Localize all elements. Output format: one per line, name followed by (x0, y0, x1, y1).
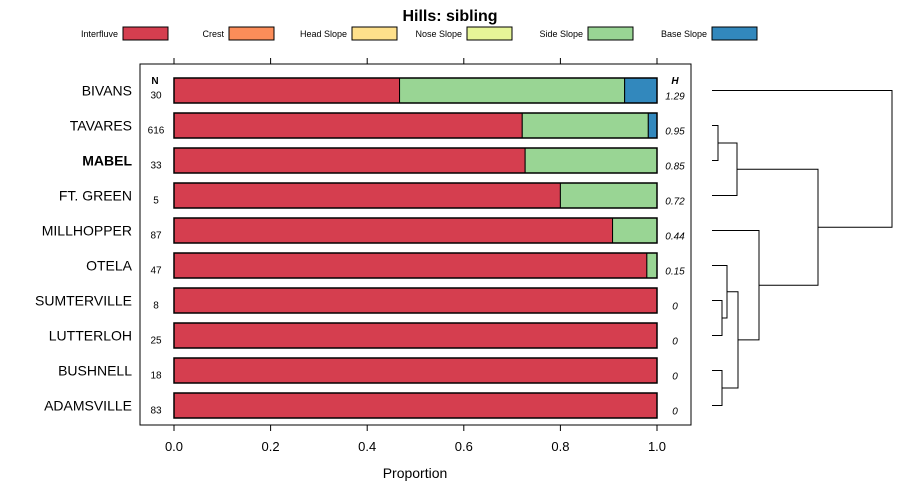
bar-segment-otela-interfluve (173, 252, 648, 279)
legend-label-side-slope: Side Slope (539, 29, 583, 39)
category-label-tavares: TAVARES (70, 118, 132, 134)
legend-swatch-nose-slope (466, 26, 513, 41)
dendrogram-branch-m3 (712, 300, 723, 336)
legend-swatch-head-slope (351, 26, 398, 41)
bar-segment-bivans-base-slope (624, 77, 658, 104)
legend-label-crest: Crest (202, 29, 224, 39)
bar-segment-adamsville-interfluve (173, 392, 658, 419)
dendrogram (712, 90, 893, 406)
dendrogram-branch-m6 (722, 291, 739, 389)
bars (173, 77, 658, 419)
x-tick-label-3: 0.6 (455, 439, 473, 454)
bar-segment-ft-green-side-slope (559, 182, 658, 209)
bar-outline-sumterville (173, 287, 658, 314)
h-value-mabel: 0.85 (665, 162, 685, 173)
x-tick-label-5: 1.0 (648, 439, 666, 454)
n-value-ft-green: 5 (153, 196, 159, 207)
category-label-sumterville: SUMTERVILLE (35, 293, 132, 309)
bar-segment-otela-side-slope (646, 252, 658, 279)
legend-label-head-slope: Head Slope (300, 29, 347, 39)
h-value-lutterloh: 0 (672, 337, 678, 348)
h-value-tavares: 0.95 (665, 127, 685, 138)
legend: Interfluve Crest Head Slope Nose Slope Side … (81, 26, 758, 41)
bar-outline-adamsville (173, 392, 658, 419)
dendrogram-branch-m4 (712, 265, 728, 319)
category-label-bivans: BIVANS (82, 83, 132, 99)
x-tick-label-1: 0.2 (262, 439, 280, 454)
x-tick-label-4: 0.8 (551, 439, 569, 454)
legend-label-nose-slope: Nose Slope (415, 29, 462, 39)
h-value-otela: 0.15 (665, 267, 685, 278)
n-value-adamsville: 83 (150, 406, 162, 417)
h-value-bushnell: 0 (672, 372, 678, 383)
dendrogram-branch-m2 (712, 142, 738, 196)
bar-segment-bivans-interfluve (173, 77, 401, 104)
bar-outline-ft-green (173, 182, 658, 209)
n-value-millhopper: 87 (150, 231, 162, 242)
bar-outline-mabel (173, 147, 658, 174)
bar-segment-sumterville-interfluve (173, 287, 658, 314)
h-value-sumterville: 0 (672, 302, 678, 313)
n-value-bushnell: 18 (150, 371, 162, 382)
category-label-ft-green: FT. GREEN (59, 188, 132, 204)
bar-segment-tavares-side-slope (521, 112, 649, 139)
n-column-header: N (151, 76, 158, 87)
x-axis: 0.0 0.2 0.4 0.6 0.8 1.0 (165, 58, 666, 454)
bar-segment-ft-green-interfluve (173, 182, 561, 209)
h-value-bivans: 1.29 (665, 92, 685, 103)
legend-label-base-slope: Base Slope (661, 29, 707, 39)
h-value-ft-green: 0.72 (665, 197, 685, 208)
n-value-sumterville: 8 (153, 301, 159, 312)
category-label-bushnell: BUSHNELL (58, 363, 132, 379)
bar-outline-tavares (173, 112, 658, 139)
bar-outline-bivans (173, 77, 658, 104)
bar-segment-lutterloh-interfluve (173, 322, 658, 349)
row-labels: BIVANS 30 1.29 TAVARES 616 0.95 MABEL 33 0.85 FT.… (35, 83, 685, 418)
n-value-mabel: 33 (150, 161, 162, 172)
legend-label-interfluve: Interfluve (81, 29, 118, 39)
bar-segment-bushnell-interfluve (173, 357, 658, 384)
bar-segment-mabel-side-slope (524, 147, 658, 174)
h-value-millhopper: 0.44 (665, 232, 685, 243)
x-tick-label-0: 0.0 (165, 439, 183, 454)
bar-segment-bivans-side-slope (399, 77, 626, 104)
n-value-lutterloh: 25 (150, 336, 162, 347)
bar-segment-millhopper-interfluve (173, 217, 614, 244)
bar-outline-bushnell (173, 357, 658, 384)
bar-outline-lutterloh (173, 322, 658, 349)
legend-swatch-side-slope (587, 26, 634, 41)
category-label-otela: OTELA (86, 258, 133, 274)
legend-swatch-crest (228, 26, 275, 41)
x-tick-label-2: 0.4 (358, 439, 376, 454)
h-value-adamsville: 0 (672, 407, 678, 418)
bar-outline-otela (173, 252, 658, 279)
dendrogram-branch-m9 (712, 90, 893, 228)
bar-segment-mabel-interfluve (173, 147, 526, 174)
n-value-tavares: 616 (148, 126, 165, 137)
h-column-header: H (671, 76, 679, 87)
dendrogram-branch-m5 (712, 370, 723, 406)
category-label-adamsville: ADAMSVILLE (44, 398, 132, 414)
n-value-otela: 47 (150, 266, 162, 277)
legend-swatch-interfluve (122, 26, 169, 41)
bar-outline-millhopper (173, 217, 658, 244)
category-label-mabel: MABEL (82, 153, 132, 169)
bar-segment-millhopper-side-slope (612, 217, 658, 244)
plot-frame (139, 63, 692, 426)
x-axis-label: Proportion (383, 465, 448, 481)
bar-segment-tavares-interfluve (173, 112, 523, 139)
category-label-millhopper: MILLHOPPER (42, 223, 132, 239)
category-label-lutterloh: LUTTERLOH (49, 328, 132, 344)
bar-segment-tavares-base-slope (647, 112, 658, 139)
dendrogram-branch-m7 (712, 230, 760, 341)
n-value-bivans: 30 (150, 91, 162, 102)
legend-swatch-base-slope (711, 26, 758, 41)
chart-title: Hills: sibling (402, 8, 497, 25)
dendrogram-branch-m8 (737, 168, 819, 286)
dendrogram-branch-m1 (712, 125, 719, 161)
